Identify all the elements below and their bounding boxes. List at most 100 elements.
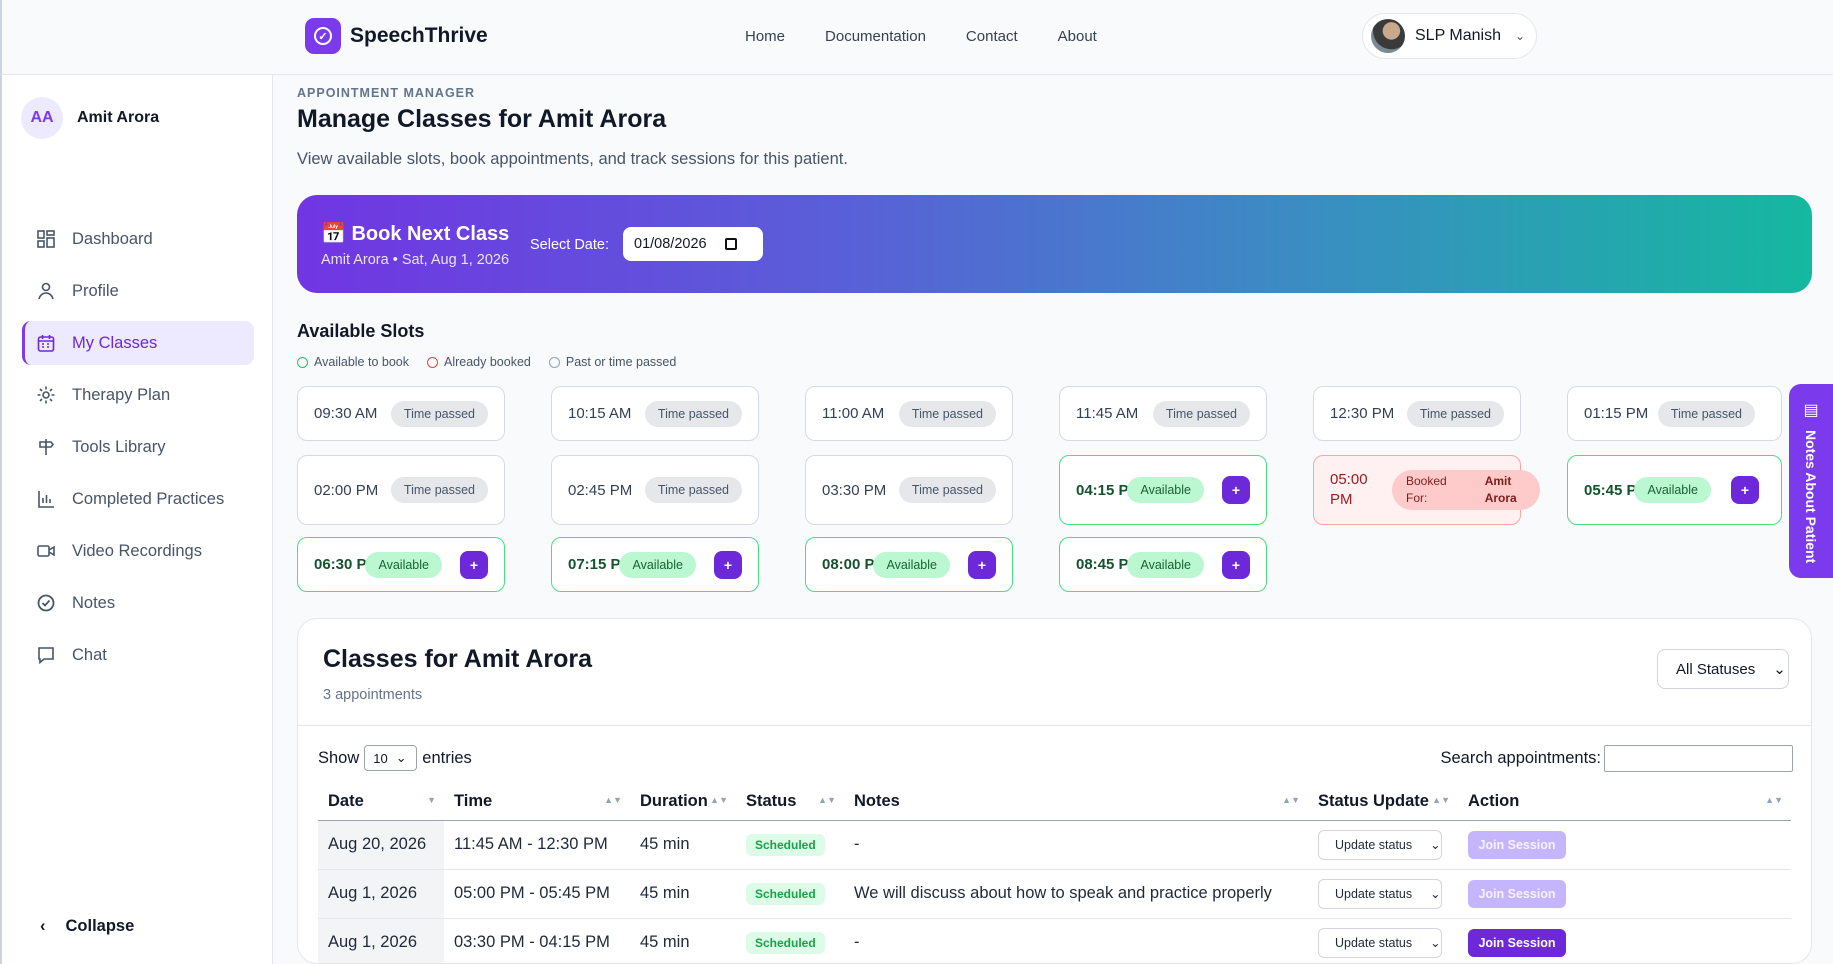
cell-action: Join Session xyxy=(1458,869,1791,919)
entries-label: entries xyxy=(422,748,472,767)
sort-desc-icon: ▼ xyxy=(427,795,436,805)
book-slot-button[interactable]: + xyxy=(968,550,996,579)
book-slot-button[interactable]: + xyxy=(1731,476,1759,504)
top-navbar: ✓ SpeechThrive Home Documentation Contac… xyxy=(0,0,1833,75)
sidebar-item-label: Dashboard xyxy=(72,229,153,248)
sidebar-item-dashboard[interactable]: Dashboard xyxy=(22,217,254,261)
available-dot-icon xyxy=(297,356,308,368)
slot-card: 02:45 PM Time passed xyxy=(551,455,759,525)
notes-about-patient-tab[interactable]: ▤ Notes About Patient xyxy=(1789,384,1833,578)
table-row: Aug 1, 2026 03:30 PM - 04:15 PM 45 min S… xyxy=(318,918,1791,963)
collapse-button[interactable]: ‹ Collapse xyxy=(40,917,134,936)
booked-for-name: Amit Arora xyxy=(1484,474,1517,505)
slot-time: 03:30 PM xyxy=(822,481,887,499)
appointments-table: Date ▼ Time ▲▼ Duration ▲▼ Status ▲▼ Notes ▲▼… xyxy=(318,784,1791,963)
join-session-button[interactable]: Join Session xyxy=(1468,928,1566,957)
booked-badge: Booked For: Amit Arora xyxy=(1392,470,1540,510)
chevron-down-icon: ⌄ xyxy=(1430,936,1441,950)
calendar-icon xyxy=(37,335,55,352)
cell-action: Join Session xyxy=(1458,820,1791,870)
user-icon xyxy=(38,282,54,300)
nav-about[interactable]: About xyxy=(1057,28,1097,45)
book-slot-button[interactable]: + xyxy=(460,550,488,579)
chevron-down-icon: ⌄ xyxy=(395,750,407,765)
status-filter-select[interactable]: All Statuses ⌄ xyxy=(1657,649,1789,689)
sidebar-item-label: Video Recordings xyxy=(72,541,202,560)
slot-card: 12:30 PM Time passed xyxy=(1313,386,1521,441)
sidebar-item-chat[interactable]: Chat xyxy=(22,633,254,677)
sidebar-item-label: Tools Library xyxy=(72,437,166,456)
cell-status: Scheduled xyxy=(736,820,844,870)
sidebar-item-profile[interactable]: Profile xyxy=(22,269,254,313)
entries-select[interactable]: 10 ⌄ xyxy=(364,745,418,771)
passed-dot-icon xyxy=(548,356,560,368)
sidebar-item-tools-library[interactable]: Tools Library xyxy=(22,425,254,469)
app-logo[interactable]: ✓ SpeechThrive xyxy=(305,18,488,54)
sort-icon: ▲▼ xyxy=(818,795,836,805)
sidebar-item-therapy-plan[interactable]: Therapy Plan xyxy=(22,373,254,417)
slot-status-badge: Time passed xyxy=(390,400,488,427)
nav-contact[interactable]: Contact xyxy=(965,28,1018,45)
slot-card: 03:30 PM Time passed xyxy=(805,455,1013,525)
slot-status-badge: Available xyxy=(365,551,442,578)
table-row: Aug 1, 2026 05:00 PM - 05:45 PM 45 min S… xyxy=(318,869,1791,919)
user-menu-button[interactable]: SLP Manish ⌄ xyxy=(1362,13,1537,59)
search-control: Search appointments: xyxy=(1440,745,1793,772)
calendar-picker-icon[interactable] xyxy=(724,238,737,250)
column-header-duration[interactable]: Duration ▲▼ xyxy=(630,784,736,821)
column-header-status[interactable]: Status ▲▼ xyxy=(736,784,844,821)
search-input[interactable] xyxy=(1604,745,1793,772)
book-slot-button[interactable]: + xyxy=(1222,550,1250,579)
column-header-time[interactable]: Time ▲▼ xyxy=(444,784,630,821)
legend-passed: Past or time passed xyxy=(548,355,676,369)
slot-status-badge: Available xyxy=(1634,477,1711,503)
date-input[interactable]: 01/08/2026 xyxy=(623,227,763,261)
book-class-title: 📅 Book Next Class xyxy=(321,221,509,246)
slot-time: 08:45 PM xyxy=(1076,556,1142,573)
update-status-select[interactable]: Update status ⌄ xyxy=(1318,927,1442,958)
sort-icon: ▲▼ xyxy=(1282,795,1300,805)
update-status-select[interactable]: Update status ⌄ xyxy=(1318,878,1442,909)
nav-documentation[interactable]: Documentation xyxy=(825,28,926,45)
sidebar-menu: Dashboard Profile My Classes Therapy Pla… xyxy=(22,217,254,685)
page-subtitle: View available slots, book appointments,… xyxy=(297,150,848,168)
sidebar-item-completed-practices[interactable]: Completed Practices xyxy=(22,477,254,521)
slot-status-badge: Time passed xyxy=(1152,400,1250,427)
slot-card-available: 04:15 PM Available + xyxy=(1059,455,1267,525)
slot-status-badge: Available xyxy=(1127,477,1204,503)
slot-time: 04:15 PM xyxy=(1076,481,1142,499)
column-header-notes[interactable]: Notes ▲▼ xyxy=(844,784,1308,821)
nav-home[interactable]: Home xyxy=(745,28,786,45)
sidebar-item-notes[interactable]: Notes xyxy=(22,581,254,625)
slot-card-available: 06:30 PM Available + xyxy=(297,537,505,592)
cell-date: Aug 1, 2026 xyxy=(318,869,444,919)
cell-duration: 45 min xyxy=(630,869,736,919)
sidebar-item-my-classes[interactable]: My Classes xyxy=(22,321,254,365)
slot-card: 09:30 AM Time passed xyxy=(297,386,505,441)
slot-time: 02:45 PM xyxy=(568,481,633,499)
column-header-date[interactable]: Date ▼ xyxy=(318,784,444,821)
legend-booked: Already booked xyxy=(426,355,531,369)
patient-header: AA Amit Arora xyxy=(21,97,159,139)
book-slot-button[interactable]: + xyxy=(714,550,742,579)
chevron-down-icon: ⌄ xyxy=(1430,838,1441,852)
sidebar-item-label: Completed Practices xyxy=(72,489,225,508)
join-session-button[interactable]: Join Session xyxy=(1468,879,1566,908)
slot-status-badge: Time passed xyxy=(644,477,742,503)
cell-date: Aug 1, 2026 xyxy=(318,918,444,963)
cell-action: Join Session xyxy=(1458,918,1791,963)
status-badge: Scheduled xyxy=(746,833,825,856)
slot-time: 12:30 PM xyxy=(1330,405,1395,422)
patient-avatar: AA xyxy=(21,97,63,139)
sidebar-item-video-recordings[interactable]: Video Recordings xyxy=(22,529,254,573)
book-class-title-text: Book Next Class xyxy=(351,223,510,245)
column-header-action[interactable]: Action ▲▼ xyxy=(1458,784,1791,821)
slot-card: 01:15 PM Time passed xyxy=(1567,386,1782,441)
book-slot-button[interactable]: + xyxy=(1222,476,1250,504)
slot-card: 02:00 PM Time passed xyxy=(297,455,505,525)
column-header-status-update[interactable]: Status Update ▲▼ xyxy=(1308,784,1458,821)
join-session-button[interactable]: Join Session xyxy=(1468,830,1566,859)
update-status-select[interactable]: Update status ⌄ xyxy=(1318,829,1442,860)
slot-status-badge: Time passed xyxy=(1657,400,1755,427)
cell-time: 03:30 PM - 04:15 PM xyxy=(444,918,630,963)
